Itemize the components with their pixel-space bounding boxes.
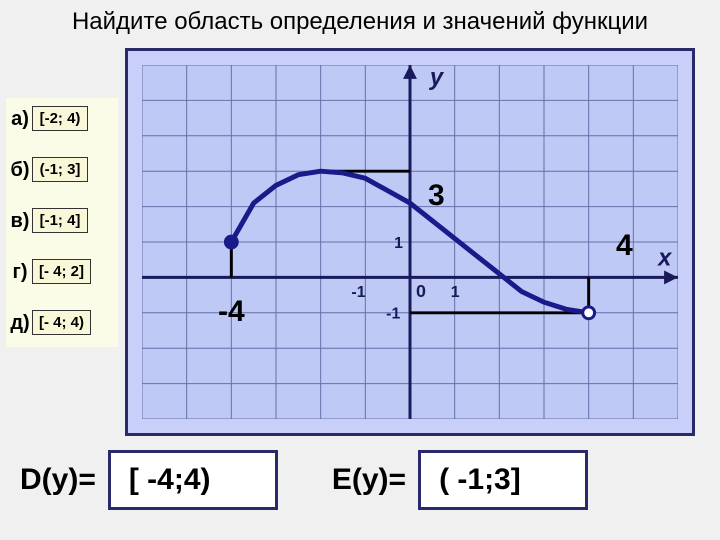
page-title: Найдите область определения и значений ф… xyxy=(30,8,690,36)
option-a[interactable]: а) [-2; 4) xyxy=(8,106,116,131)
svg-text:y: y xyxy=(429,65,445,91)
option-g[interactable]: г) [- 4; 2] xyxy=(8,259,116,284)
annot-three: 3 xyxy=(428,179,445,213)
domain-label: D(y)= xyxy=(20,463,96,497)
range-label: E(y)= xyxy=(332,463,406,497)
option-letter: д) xyxy=(8,313,32,333)
option-interval: [-1; 4] xyxy=(32,208,88,233)
chart-frame: y x 0 -1 1 -1 1 3 4 -4 xyxy=(125,48,695,436)
option-interval: (-1; 3] xyxy=(32,157,88,182)
svg-text:-1: -1 xyxy=(351,284,365,301)
svg-text:1: 1 xyxy=(394,235,403,252)
svg-text:1: 1 xyxy=(451,284,460,301)
svg-text:x: x xyxy=(656,245,673,272)
option-d[interactable]: д) [- 4; 4) xyxy=(8,310,116,335)
option-interval: [- 4; 2] xyxy=(32,259,91,284)
chart-area: y x 0 -1 1 -1 1 xyxy=(142,65,678,419)
option-b[interactable]: б) (-1; 3] xyxy=(8,157,116,182)
svg-text:-1: -1 xyxy=(386,306,400,323)
option-letter: а) xyxy=(8,109,32,129)
option-interval: [-2; 4) xyxy=(32,106,88,131)
annot-minus-four: -4 xyxy=(218,295,245,329)
option-letter: б) xyxy=(8,160,32,180)
annot-four: 4 xyxy=(616,229,633,263)
option-interval: [- 4; 4) xyxy=(32,310,91,335)
answers-row: D(y)= [ -4;4) E(y)= ( -1;3] xyxy=(20,450,700,510)
option-letter: г) xyxy=(8,262,32,282)
range-value: ( -1;3] xyxy=(418,450,588,510)
domain-value: [ -4;4) xyxy=(108,450,278,510)
svg-text:0: 0 xyxy=(416,281,426,301)
option-v[interactable]: в) [-1; 4] xyxy=(8,208,116,233)
options-panel: а) [-2; 4) б) (-1; 3] в) [-1; 4] г) [- 4… xyxy=(6,98,118,347)
function-graph: y x 0 -1 1 -1 1 xyxy=(142,65,678,419)
option-letter: в) xyxy=(8,211,32,231)
